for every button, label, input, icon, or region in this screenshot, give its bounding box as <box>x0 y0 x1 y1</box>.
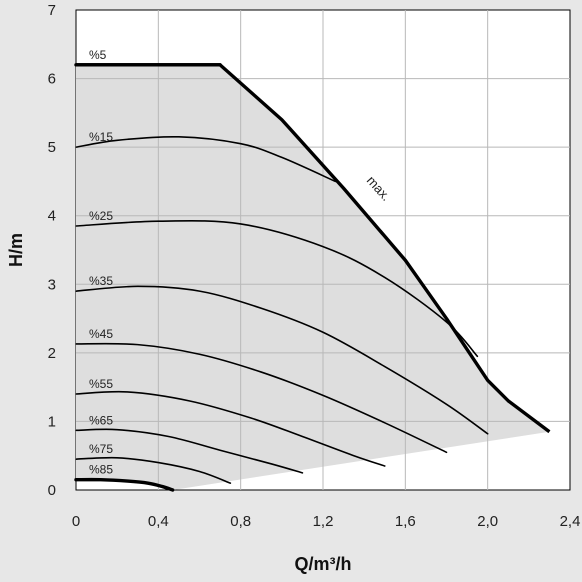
y-tick-label: 2 <box>48 345 56 362</box>
x-tick-label: 0 <box>72 513 80 530</box>
curve-pct-35 <box>75 285 489 435</box>
y-tick-label: 0 <box>48 482 56 499</box>
y-tick-label: 7 <box>48 2 56 19</box>
curve-label-pct-75: %75 <box>89 442 113 456</box>
x-tick-label: 1,2 <box>313 513 334 530</box>
x-tick-label: 0,4 <box>148 513 169 530</box>
operating-region <box>76 64 550 490</box>
grid-lines <box>76 10 570 490</box>
x-tick-label: 2,4 <box>560 513 581 530</box>
y-axis-title: H/m <box>6 233 26 267</box>
curve-label-pct-45: %45 <box>89 327 113 341</box>
curve-pct-75 <box>75 456 232 484</box>
performance-curves <box>74 63 551 492</box>
y-tick-label: 4 <box>48 208 56 225</box>
y-tick-label: 5 <box>48 139 56 156</box>
curve-label-pct-15: %15 <box>89 130 113 144</box>
curve-pct-25 <box>75 219 479 358</box>
curve-label-pct-85: %85 <box>89 463 113 477</box>
y-tick-label: 6 <box>48 71 56 88</box>
curve-label-pct-5: %5 <box>89 48 107 62</box>
curve-label-pct-65: %65 <box>89 413 113 427</box>
x-tick-label: 0,8 <box>230 513 251 530</box>
curve-label-pct-25: %25 <box>89 209 113 223</box>
x-axis-title: Q/m³/h <box>295 554 352 574</box>
y-tick-label: 3 <box>48 276 56 293</box>
x-tick-label: 1,6 <box>395 513 416 530</box>
curve-pct-45 <box>75 342 448 454</box>
curve-label-pct-55: %55 <box>89 377 113 391</box>
curve-pct-15 <box>75 135 337 183</box>
curve-pct-65 <box>75 428 304 474</box>
x-tick-label: 2,0 <box>477 513 498 530</box>
max-curve <box>76 63 551 434</box>
curve-labels: %5 %15 %25 %35 %45 %55 %65 %75 %85 <box>89 48 113 477</box>
curve-pct-55 <box>75 390 386 467</box>
curve-label-pct-35: %35 <box>89 274 113 288</box>
y-tick-label: 1 <box>48 413 56 430</box>
tick-labels: 0 0,4 0,8 1,2 1,6 2,0 2,4 0 1 2 3 4 5 6 7 <box>48 2 581 530</box>
curve-pct-85 <box>74 477 175 492</box>
